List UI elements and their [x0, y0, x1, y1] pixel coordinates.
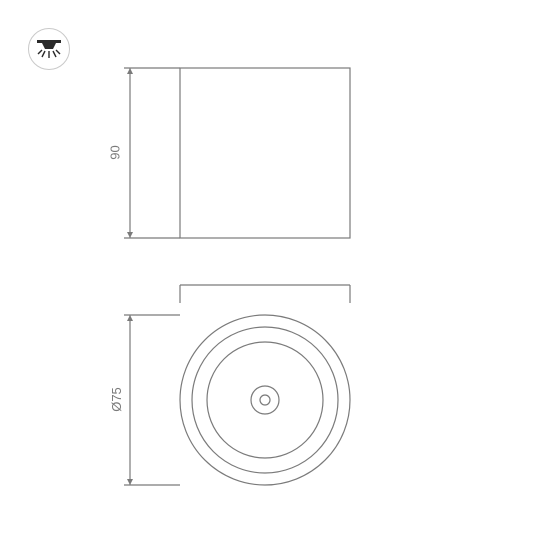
drawing-svg — [0, 0, 555, 555]
technical-drawing: 90 Ø75 — [0, 0, 555, 555]
fixture-type-icon-badge — [28, 28, 70, 70]
ceiling-downlight-icon — [35, 37, 63, 61]
elevation-height-label: 90 — [108, 145, 123, 159]
plan-diameter-label: Ø75 — [109, 387, 124, 412]
